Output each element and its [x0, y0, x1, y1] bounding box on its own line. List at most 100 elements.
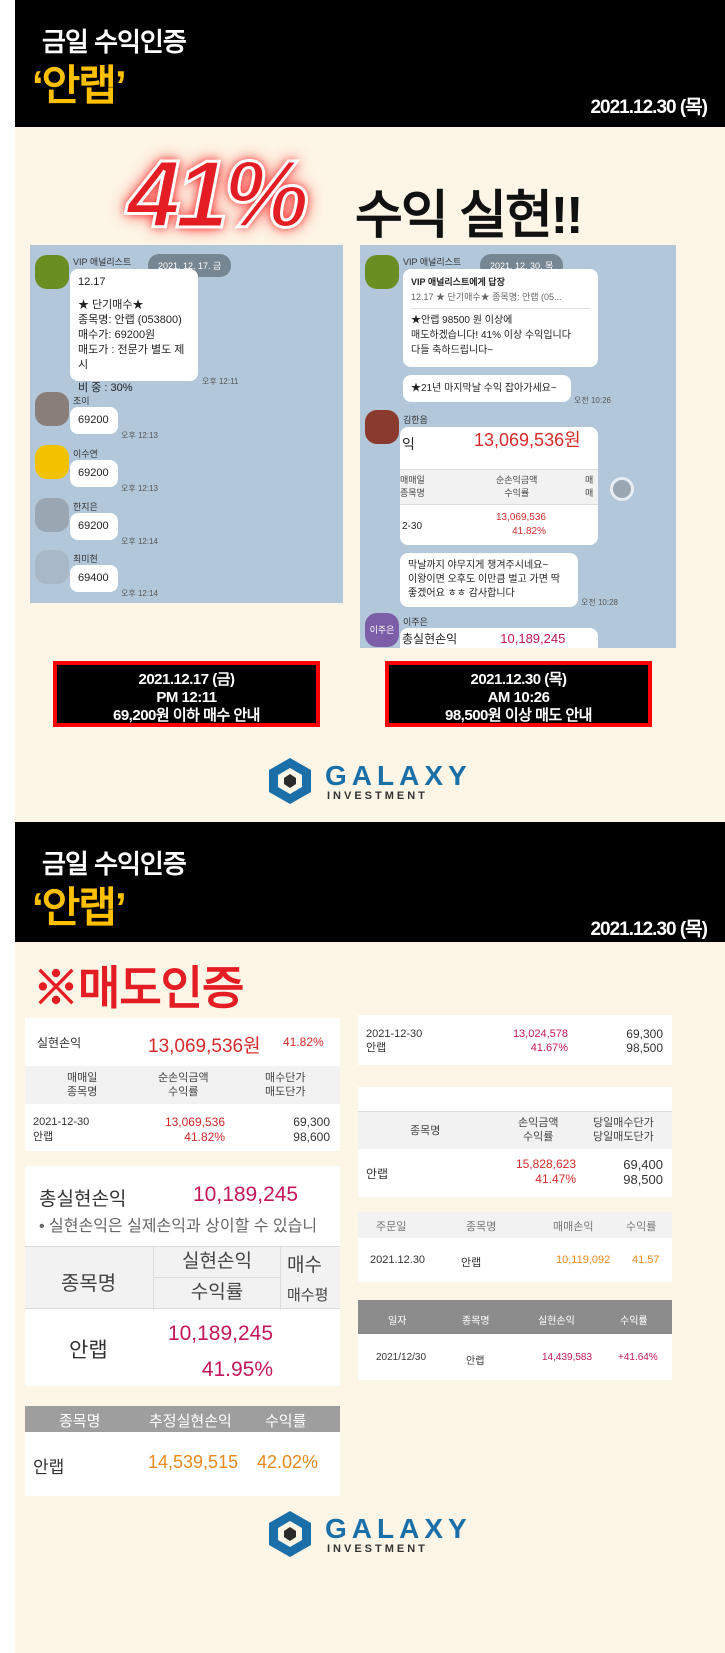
row-date: 2-30 [402, 521, 423, 532]
profit-panel-3: 종목명 추정실현손익 수익률 안랩 14,539,515 42.02% [25, 1406, 340, 1496]
panel-note: • 실현손익은 실제손익과 상이할 수 있습니 [39, 1218, 318, 1235]
row-amount: 15,828,623 [515, 1157, 576, 1171]
galaxy-hexagon-icon [269, 1511, 311, 1557]
row-percent: 41.57 [632, 1254, 660, 1266]
panel-header: 일자 종목명 실현손익 수익률 [358, 1300, 672, 1334]
col-label: 당일매수단가 [593, 1117, 654, 1129]
analyst-avatar [35, 255, 69, 289]
galaxy-hexagon-icon [269, 758, 311, 804]
panel-header: 주문일 종목명 매매손익 수익률 [358, 1212, 672, 1238]
row-date: 2021.12.30 [370, 1254, 426, 1266]
msg-line: 12.17 [78, 276, 106, 288]
msg-line: 매도하겠습니다! 41% 이상 수익입니다 [411, 330, 571, 341]
col-label: 순손익금액 [158, 1072, 209, 1084]
user-avatar [35, 550, 69, 584]
total-card: 총실현손익 10,189,245 [400, 628, 598, 648]
col-label: 추정실현손익 [149, 1413, 232, 1430]
user-name: 최미현 [73, 554, 98, 564]
panel-label: 총실현손익 [39, 1189, 127, 1210]
header-title: 금일 수익인증 [42, 849, 187, 879]
sender-name: VIP 애널리스트 [73, 257, 132, 267]
col-label: 매 [585, 488, 594, 498]
col-label: 수익률 [523, 1131, 554, 1143]
row-sell: 98,600 [293, 1130, 330, 1144]
reply-quote: 12.17 ★ 단기매수★ 종목명: 안랩 (05... [411, 290, 590, 309]
galaxy-logo: GALAXY INVESTMENT [265, 752, 467, 812]
row-percent: 41.67% [530, 1042, 568, 1054]
row-amount: 10,119,092 [556, 1254, 611, 1266]
chat-screenshot-2: VIP 애널리스트 2021. 12. 30. 목 VIP 애널리스트에게 답장… [360, 245, 676, 648]
message-bubble: 12.17 ★ 단기매수★ 종목명: 안랩 (053800) 매수가: 6920… [70, 269, 198, 394]
user-name: 김한음 [403, 415, 428, 425]
user-name: 조이 [73, 396, 90, 406]
row-stock: 안랩 [69, 1339, 108, 1362]
msg-line: 좋겠어요 ㅎㅎ 감사합니다 [408, 588, 515, 599]
msg-line: 이왕이면 오후도 이만큼 벌고 가면 딱 [408, 574, 560, 585]
msg-line: 매수가: 69200원 [78, 329, 156, 341]
galaxy-logo: GALAXY INVESTMENT [265, 1505, 467, 1565]
panel-total: 10,189,245 [193, 1183, 299, 1206]
msg-time: 오후 12:11 [202, 377, 239, 386]
col-label: 수익률 [154, 1277, 280, 1308]
card-label: 익 [402, 436, 415, 452]
top-header: 금일 수익인증 ‘안랩’ 2021.12.30 (목) [15, 0, 725, 127]
logo-sub: INVESTMENT [327, 1543, 428, 1555]
profit-panel-6: 주문일 종목명 매매손익 수익률 2021.12.30 안랩 10,119,09… [358, 1212, 672, 1282]
profit-panel-1: 실현손익 13,069,536원 41.82% 매매일 종목명 순손익금액 수익률 … [25, 1018, 340, 1151]
col-label: 실현손익 [538, 1316, 575, 1327]
row-sell: 98,500 [626, 1041, 663, 1055]
col-label: 순손익금액 [496, 475, 538, 485]
col-label: 수익률 [626, 1221, 657, 1233]
reply-bubble: 69200 [70, 513, 118, 540]
profit-panel-5: 종목명 손익금액 수익률 당일매수단가 당일매도단가 안랩 15,828,623 41… [358, 1087, 672, 1197]
col-label: 종목명 [462, 1316, 490, 1327]
col-label: 주문일 [376, 1221, 407, 1233]
scroll-indicator[interactable] [610, 477, 634, 501]
msg-line: 종목명: 안랩 (053800) [78, 313, 190, 328]
panel-percent: 41.82% [283, 1035, 324, 1049]
row-percent: +41.64% [618, 1352, 658, 1363]
row-amount: 13,024,578 [512, 1028, 568, 1040]
col-label: 매매일 [400, 475, 425, 485]
header-stock-name: ‘안랩’ [32, 884, 127, 931]
logo-name: GALAXY [325, 1513, 472, 1544]
header-date: 2021.12.30 (목) [590, 97, 708, 118]
message-bubble: ★21년 마지막날 수익 잡아가세요~ [403, 375, 571, 402]
user-avatar [35, 498, 69, 532]
col-label: 매 [585, 475, 594, 485]
msg-time: 오전 10:28 [581, 598, 618, 607]
box-line: PM 12:11 [156, 689, 217, 706]
row-values: 13,069,536 41.82% [486, 511, 546, 539]
col-label: 실현손익 [182, 1251, 252, 1272]
hero-percent: 41% [125, 140, 310, 250]
col-label: 종목명 [410, 1125, 441, 1137]
total-value: 10,189,245 [500, 631, 566, 646]
row-percent: 42.02% [257, 1452, 319, 1472]
reply-bubble: 69200 [70, 407, 118, 434]
row-percent: 41.82% [512, 526, 546, 537]
header-date: 2021.12.30 (목) [590, 919, 708, 940]
message-bubble: 막날까지 야무지게 챙겨주시네요~ 이왕이면 오후도 이만큼 벌고 가면 딱 좋… [400, 553, 578, 607]
row-date: 2021-12-30 [33, 1116, 90, 1128]
row-buy: 69,400 [623, 1157, 663, 1172]
row-stock: 안랩 [366, 1167, 389, 1181]
panel-amount: 13,069,536원 [148, 1036, 261, 1057]
promo-page: 금일 수익인증 ‘안랩’ 2021.12.30 (목) 41% 수익 실현!! … [15, 0, 725, 1653]
reply-time: 오후 12:13 [121, 431, 158, 440]
bottom-header: 금일 수익인증 ‘안랩’ 2021.12.30 (목) [15, 822, 725, 942]
msg-line: ★ 단기매수★ [78, 299, 144, 311]
col-label: 손익금액 [518, 1117, 559, 1129]
reply-title: VIP 애널리스트에게 답장 [411, 277, 505, 287]
profit-panel-2: 총실현손익 10,189,245 • 실현손익은 실제손익과 상이할 수 있습니… [25, 1166, 340, 1386]
row-buy: 69,300 [293, 1115, 330, 1129]
msg-time: 오전 10:26 [574, 396, 611, 405]
profit-panel-7: 일자 종목명 실현손익 수익률 2021/12/30 안랩 14,439,583… [358, 1300, 672, 1380]
user-name: 이주은 [403, 617, 428, 627]
col-label: 매수 [287, 1255, 322, 1276]
row-stock: 안랩 [33, 1131, 54, 1143]
reply-time: 오후 12:14 [121, 537, 158, 546]
box-line: AM 10:26 [487, 689, 550, 706]
row-stock: 안랩 [461, 1257, 482, 1269]
